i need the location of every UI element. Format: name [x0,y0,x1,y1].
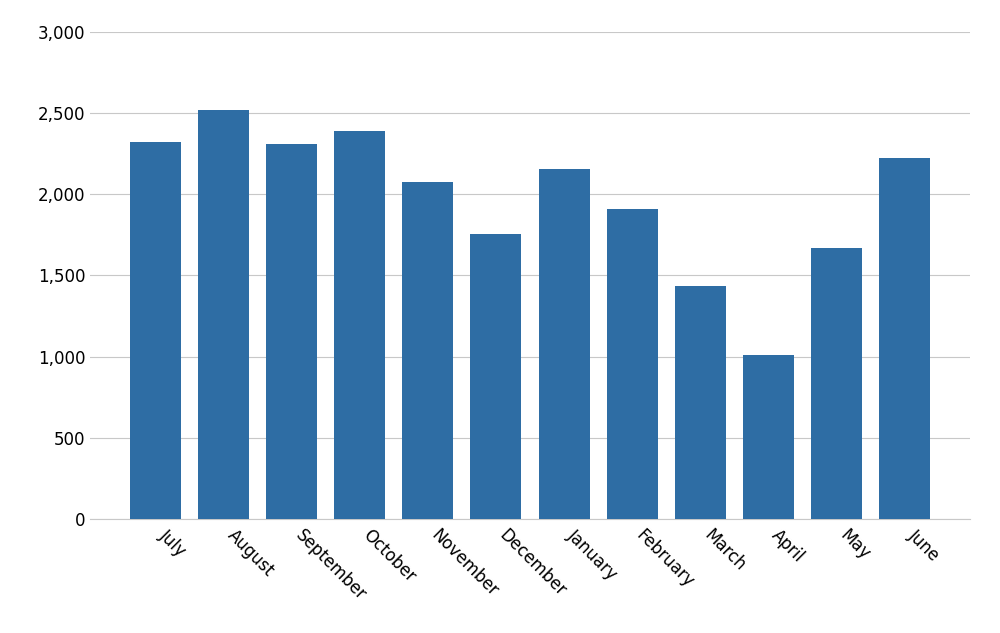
Bar [130,142,181,519]
Bar [266,144,317,519]
Bar [470,234,521,519]
Bar [811,248,862,519]
Bar [879,158,930,519]
Bar [607,209,658,519]
Bar [539,169,590,519]
Bar [743,355,794,519]
Bar [334,131,385,519]
Bar [402,182,453,519]
Bar [198,110,249,519]
Bar [675,286,726,519]
